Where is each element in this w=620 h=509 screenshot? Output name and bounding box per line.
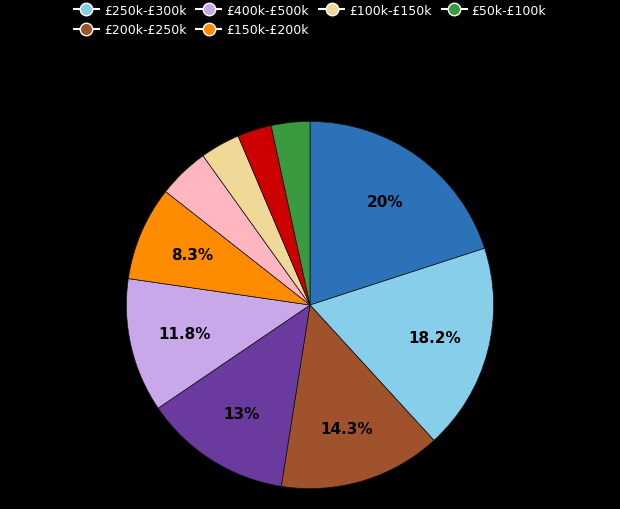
Wedge shape xyxy=(166,156,310,305)
Wedge shape xyxy=(310,122,485,305)
Wedge shape xyxy=(281,305,434,489)
Wedge shape xyxy=(238,126,310,305)
Legend: £300k-£400k, £250k-£300k, £200k-£250k, £500k-£750k, £400k-£500k, £150k-£200k, £7: £300k-£400k, £250k-£300k, £200k-£250k, £… xyxy=(70,0,550,41)
Text: 11.8%: 11.8% xyxy=(159,327,211,342)
Wedge shape xyxy=(271,122,310,305)
Text: 20%: 20% xyxy=(367,194,404,209)
Text: 18.2%: 18.2% xyxy=(408,330,461,346)
Wedge shape xyxy=(128,192,310,305)
Wedge shape xyxy=(203,137,310,305)
Wedge shape xyxy=(126,279,310,408)
Wedge shape xyxy=(310,249,494,441)
Wedge shape xyxy=(158,305,310,487)
Text: 14.3%: 14.3% xyxy=(321,421,373,436)
Text: 13%: 13% xyxy=(223,406,259,421)
Text: 8.3%: 8.3% xyxy=(171,247,213,262)
